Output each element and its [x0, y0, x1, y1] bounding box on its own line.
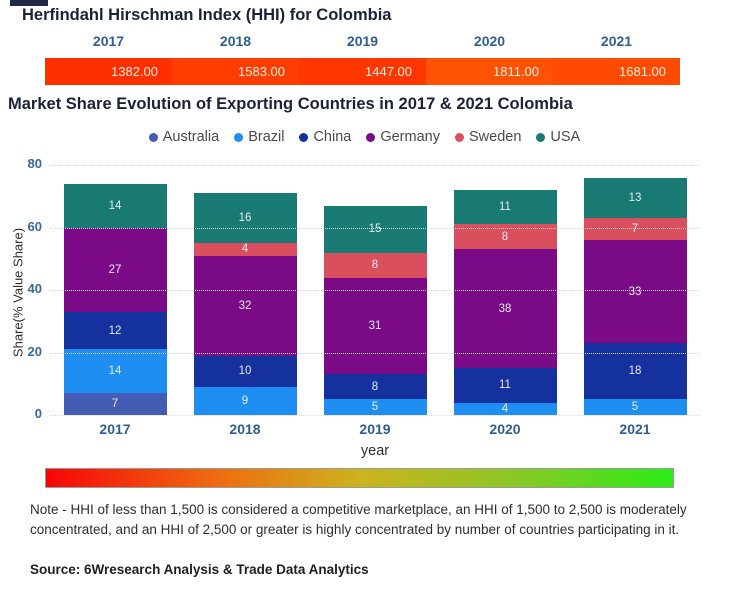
- legend-item-china[interactable]: China: [299, 129, 351, 145]
- bar-segment-usa-2019[interactable]: 15: [323, 205, 427, 253]
- legend-dot-icon: [454, 132, 464, 142]
- bar-segment-brazil-2019[interactable]: 5: [323, 399, 427, 415]
- bar-segment-usa-2020[interactable]: 11: [453, 190, 557, 225]
- bar-segment-china-2019[interactable]: 8: [323, 374, 427, 400]
- legend-dot-icon: [234, 132, 244, 142]
- gridline: [50, 352, 700, 354]
- bar-segment-germany-2019[interactable]: 31: [323, 277, 427, 375]
- gridline: [50, 415, 700, 416]
- bar-segment-germany-2020[interactable]: 38: [453, 249, 557, 369]
- stacked-bar-chart: Share(% Value Share) 7 14 12 27 14 9 10 32 4 16 5 8…: [0, 156, 729, 460]
- y-axis-tick-label: 0: [34, 406, 42, 421]
- bar-segment-usa-2017[interactable]: 14: [63, 183, 167, 228]
- legend-item-brazil[interactable]: Brazil: [234, 129, 284, 145]
- gridline: [50, 227, 700, 229]
- hhi-color-scale: [45, 468, 674, 488]
- bar-segment-germany-2017[interactable]: 27: [63, 227, 167, 312]
- bar-segment-brazil-2017[interactable]: 14: [63, 349, 167, 394]
- x-axis-tick-label: 2019: [359, 421, 391, 437]
- stacked-bar-2019[interactable]: 5 8 31 8 15: [323, 205, 427, 415]
- x-axis-title: year: [360, 443, 390, 459]
- hhi-value-cell: 1447.00: [299, 58, 426, 85]
- hhi-value-cell: 1681.00: [553, 58, 680, 85]
- bar-segment-china-2018[interactable]: 10: [193, 355, 297, 387]
- bar-segment-usa-2021[interactable]: 13: [583, 177, 687, 219]
- hhi-year-label: 2021: [600, 33, 633, 49]
- bar-segment-china-2020[interactable]: 11: [453, 368, 557, 403]
- legend-dot-icon: [299, 132, 309, 142]
- legend-dot-icon: [536, 132, 546, 142]
- y-axis-tick-label: 80: [27, 156, 42, 171]
- hhi-year-header-row: 2017 2018 2019 2020 2021: [45, 33, 680, 55]
- hhi-value-cell: 1382.00: [45, 58, 172, 85]
- legend-label: China: [313, 129, 352, 145]
- bar-segment-australia-2017[interactable]: 7: [63, 393, 167, 415]
- bar-segment-brazil-2020[interactable]: 4: [453, 402, 557, 415]
- legend-item-australia[interactable]: Australia: [148, 129, 220, 145]
- hhi-value-cell: 1583.00: [172, 58, 299, 85]
- plot-area: 7 14 12 27 14 9 10 32 4 16 5 8 31 8 15 4 11 38 8 11 5 18 33 7 13: [50, 165, 700, 415]
- legend-dot-icon: [366, 132, 376, 142]
- hhi-year-label: 2018: [219, 33, 252, 49]
- legend-item-sweden[interactable]: Sweden: [454, 129, 522, 145]
- y-axis-tick-label: 60: [27, 218, 42, 234]
- stacked-bar-2020[interactable]: 4 11 38 8 11: [453, 190, 557, 415]
- hhi-title: Herfindahl Hirschman Index (HHI) for Col…: [22, 6, 392, 24]
- bar-segment-germany-2021[interactable]: 33: [583, 240, 687, 344]
- bar-segment-sweden-2021[interactable]: 7: [583, 218, 687, 240]
- bar-segment-china-2017[interactable]: 12: [63, 311, 167, 350]
- bar-segment-sweden-2020[interactable]: 8: [453, 224, 557, 250]
- legend-item-usa[interactable]: USA: [536, 129, 580, 145]
- bar-segment-brazil-2021[interactable]: 5: [583, 399, 687, 415]
- legend-label: USA: [550, 129, 581, 145]
- legend-label: Australia: [162, 129, 220, 145]
- hhi-year-label: 2020: [473, 33, 506, 49]
- chart-title: Market Share Evolution of Exporting Coun…: [8, 95, 573, 113]
- chart-legend: Australia Brazil China Germany Sweden USA: [0, 129, 729, 145]
- bar-segment-sweden-2018[interactable]: 4: [193, 243, 297, 256]
- stacked-bar-2018[interactable]: 9 10 32 4 16: [193, 193, 297, 415]
- legend-dot-icon: [148, 132, 158, 142]
- top-edge-logo-fragment: [10, 0, 48, 6]
- hhi-year-label: 2019: [346, 33, 379, 49]
- x-axis-tick-label: 2017: [99, 421, 131, 437]
- y-axis-tick-label: 20: [27, 343, 42, 359]
- stacked-bar-2017[interactable]: 7 14 12 27 14: [63, 183, 167, 415]
- bar-segment-usa-2018[interactable]: 16: [193, 193, 297, 244]
- stacked-bar-2021[interactable]: 5 18 33 7 13: [583, 177, 687, 415]
- note-text: Note - HHI of less than 1,500 is conside…: [30, 502, 687, 537]
- hhi-year-label: 2017: [92, 33, 125, 49]
- x-axis-tick-label: 2020: [489, 421, 521, 437]
- legend-label: Brazil: [248, 129, 285, 145]
- bar-segment-sweden-2019[interactable]: 8: [323, 252, 427, 278]
- x-axis-tick-label: 2021: [619, 421, 651, 437]
- hhi-value-bar: 1382.00 1583.00 1447.00 1811.00 1681.00: [45, 58, 680, 85]
- legend-label: Sweden: [468, 129, 522, 145]
- gridline: [50, 165, 700, 166]
- y-axis-tick-label: 40: [27, 281, 42, 296]
- bar-segment-brazil-2018[interactable]: 9: [193, 386, 297, 415]
- bar-segment-germany-2018[interactable]: 32: [193, 255, 297, 356]
- legend-label: Germany: [380, 129, 440, 145]
- source-text: Source: 6Wresearch Analysis & Trade Data…: [30, 562, 369, 577]
- x-axis-tick-label: 2018: [229, 421, 261, 437]
- gridline: [50, 290, 700, 291]
- hhi-value-cell: 1811.00: [426, 58, 553, 85]
- legend-item-germany[interactable]: Germany: [366, 129, 440, 145]
- x-axis-tick-labels: 2017 2018 2019 2020 2021: [50, 421, 700, 437]
